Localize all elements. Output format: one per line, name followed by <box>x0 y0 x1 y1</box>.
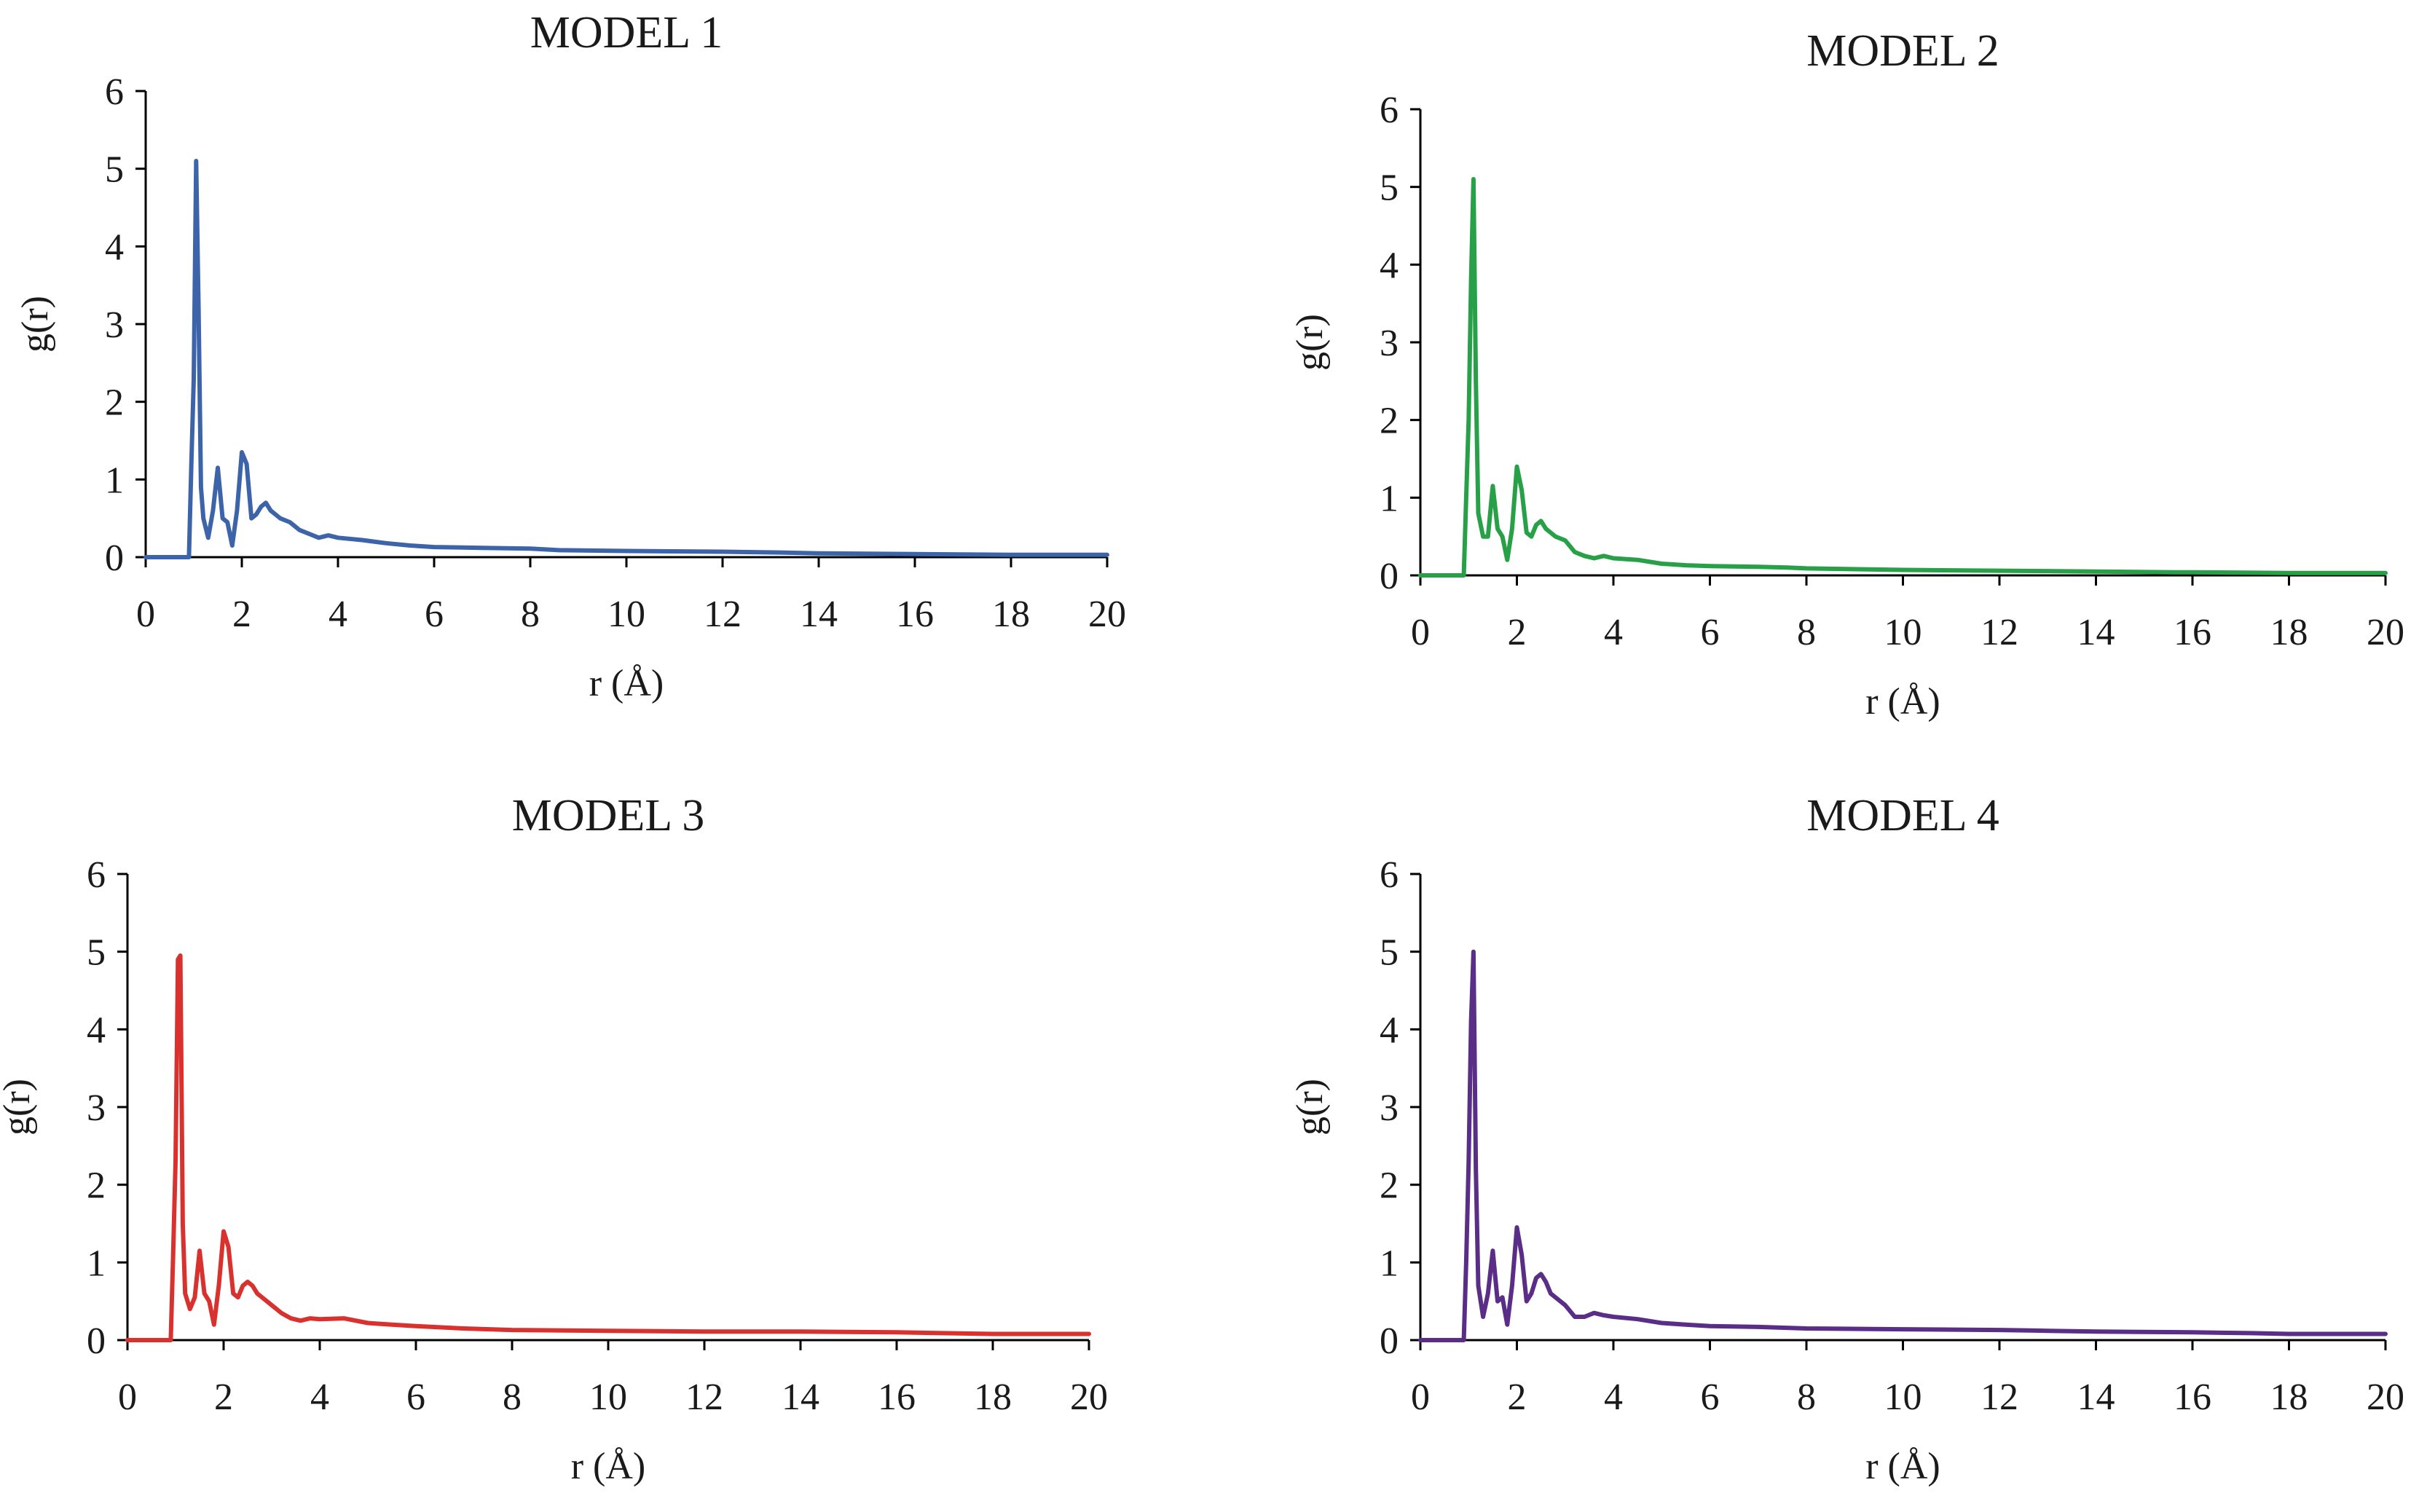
y-axis-label: g(r) <box>15 296 56 353</box>
y-axis-label: g(r) <box>1289 1079 1331 1135</box>
y-tick-label: 1 <box>87 1243 106 1284</box>
y-tick-label: 6 <box>1380 854 1399 896</box>
y-tick-label: 4 <box>87 1009 106 1051</box>
y-tick-label: 1 <box>1380 1243 1399 1284</box>
x-tick-label: 12 <box>1981 1377 2018 1418</box>
x-tick-label: 14 <box>800 594 838 635</box>
y-tick-label: 3 <box>87 1087 106 1129</box>
x-tick-label: 0 <box>1411 1377 1430 1418</box>
y-tick-label: 6 <box>105 71 124 113</box>
y-tick-label: 3 <box>1380 323 1399 364</box>
x-tick-label: 6 <box>1701 1377 1720 1418</box>
x-tick-label: 8 <box>1797 1377 1816 1418</box>
x-tick-label: 18 <box>992 594 1030 635</box>
x-tick-label: 4 <box>310 1377 329 1418</box>
x-tick-label: 6 <box>425 594 444 635</box>
x-tick-label: 0 <box>118 1377 137 1418</box>
x-tick-label: 0 <box>1411 612 1430 653</box>
x-tick-label: 20 <box>2367 612 2404 653</box>
x-tick-label: 18 <box>974 1377 1012 1418</box>
chart-title: MODEL 3 <box>512 791 705 840</box>
x-axis-label: r (Å) <box>1865 1446 1940 1487</box>
y-tick-label: 1 <box>1380 478 1399 519</box>
x-tick-label: 18 <box>2270 612 2308 653</box>
x-tick-label: 8 <box>503 1377 522 1418</box>
x-tick-label: 10 <box>607 594 645 635</box>
x-tick-label: 14 <box>2077 612 2115 653</box>
chart-panel-model-2: MODEL 2 0 1 2 3 4 5 6 0 2 4 6 8 10 12 14 16 18 20 r (Å) g(r) <box>1231 0 2411 743</box>
y-tick-label: 5 <box>1380 168 1399 209</box>
x-tick-label: 14 <box>782 1377 819 1418</box>
y-tick-label: 6 <box>87 854 106 896</box>
y-tick-label: 2 <box>1380 401 1399 442</box>
y-tick-label: 0 <box>87 1320 106 1362</box>
x-tick-label: 2 <box>1508 1377 1527 1418</box>
x-tick-label: 4 <box>1604 612 1623 653</box>
y-tick-label: 2 <box>1380 1165 1399 1207</box>
x-tick-label: 18 <box>2270 1377 2308 1418</box>
x-tick-label: 0 <box>136 594 155 635</box>
series-line <box>1418 949 2388 1342</box>
x-tick-label: 10 <box>1884 612 1922 653</box>
x-tick-label: 2 <box>232 594 251 635</box>
y-tick-label: 6 <box>1380 90 1399 131</box>
x-tick-label: 12 <box>1981 612 2018 653</box>
x-tick-label: 8 <box>521 594 540 635</box>
x-tick-label: 16 <box>878 1377 916 1418</box>
chart-panel-model-1: MODEL 1 0 1 2 3 4 5 6 0 2 4 6 8 10 12 14 16 18 20 r (Å) g(r) <box>0 0 1180 728</box>
x-tick-label: 20 <box>1070 1377 1108 1418</box>
x-tick-label: 6 <box>406 1377 425 1418</box>
x-tick-label: 2 <box>214 1377 233 1418</box>
chart-title: MODEL 1 <box>530 8 723 58</box>
x-axis-label: r (Å) <box>589 663 664 704</box>
x-axis-label: r (Å) <box>1865 681 1940 722</box>
x-tick-label: 2 <box>1508 612 1527 653</box>
chart-panel-model-4: MODEL 4 0 1 2 3 4 5 6 0 2 4 6 8 10 12 14 16 18 20 r (Å) g(r) <box>1231 768 2411 1504</box>
x-tick-label: 10 <box>589 1377 627 1418</box>
y-axis-label: g(r) <box>1289 314 1331 371</box>
x-tick-label: 4 <box>1604 1377 1623 1418</box>
chart-panel-model-3: MODEL 3 0 1 2 3 4 5 6 0 2 4 6 8 10 12 14 16 18 20 r (Å) g(r) <box>0 768 1180 1504</box>
x-tick-label: 12 <box>704 594 742 635</box>
x-tick-label: 20 <box>1088 594 1126 635</box>
x-tick-label: 16 <box>2174 1377 2211 1418</box>
y-axis-label: g(r) <box>0 1079 38 1135</box>
x-tick-label: 4 <box>329 594 347 635</box>
y-tick-label: 1 <box>105 460 124 501</box>
y-tick-label: 0 <box>105 538 124 579</box>
y-tick-label: 4 <box>1380 245 1399 286</box>
chart-title: MODEL 2 <box>1806 26 1999 76</box>
y-tick-label: 3 <box>105 304 124 346</box>
y-tick-label: 0 <box>1380 556 1399 597</box>
y-tick-label: 0 <box>1380 1320 1399 1362</box>
x-tick-label: 8 <box>1797 612 1816 653</box>
y-tick-label: 4 <box>1380 1009 1399 1051</box>
series-line <box>125 953 1091 1342</box>
y-tick-label: 2 <box>87 1165 106 1207</box>
series-line <box>143 159 1109 559</box>
x-tick-label: 6 <box>1701 612 1720 653</box>
x-tick-label: 16 <box>896 594 934 635</box>
series-line <box>1418 177 2388 578</box>
y-tick-label: 5 <box>105 149 124 191</box>
y-tick-label: 4 <box>105 227 124 268</box>
x-tick-label: 10 <box>1884 1377 1922 1418</box>
y-tick-label: 2 <box>105 382 124 424</box>
x-tick-label: 16 <box>2174 612 2211 653</box>
y-tick-label: 5 <box>87 932 106 974</box>
chart-title: MODEL 4 <box>1806 791 1999 840</box>
x-axis-label: r (Å) <box>571 1446 646 1487</box>
x-tick-label: 14 <box>2077 1377 2115 1418</box>
x-tick-label: 20 <box>2367 1377 2404 1418</box>
y-tick-label: 5 <box>1380 932 1399 974</box>
y-tick-label: 3 <box>1380 1087 1399 1129</box>
x-tick-label: 12 <box>685 1377 723 1418</box>
